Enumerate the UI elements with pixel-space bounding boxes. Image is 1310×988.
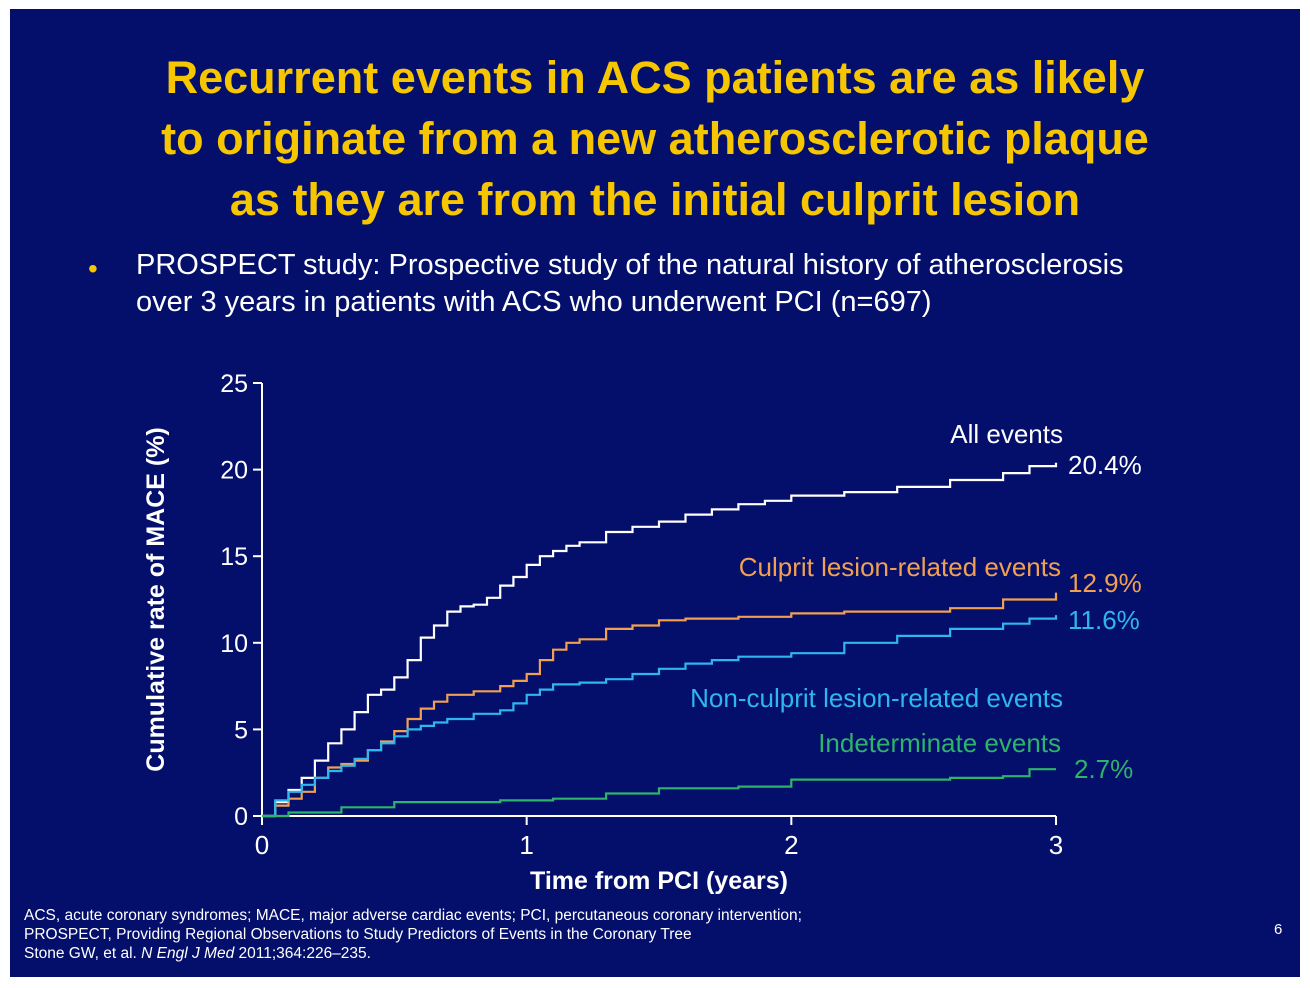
- non-culprit-label: Non-culprit lesion-related events: [690, 683, 1063, 713]
- x-tick-label: 0: [255, 830, 269, 860]
- y-tick-label: 25: [220, 370, 248, 398]
- footnote-line-1: ACS, acute coronary syndromes; MACE, maj…: [24, 907, 802, 924]
- mace-chart: 0 5 10 15 20 25 0 1 2 3 Time from PCI (years) Cumul…: [142, 370, 1142, 895]
- indeterminate-value: 2.7%: [1074, 754, 1133, 784]
- all-events-line: [262, 462, 1058, 818]
- all-events-label: All events: [950, 419, 1063, 449]
- slide-title: Recurrent events in ACS patients are as …: [50, 47, 1260, 230]
- bullet-text: PROSPECT study: Prospective study of the…: [136, 247, 1256, 321]
- title-line-1: Recurrent events in ACS patients are as …: [165, 52, 1145, 103]
- x-axis-title: Time from PCI (years): [530, 867, 788, 895]
- bullet-marker: •: [88, 253, 98, 284]
- y-tick-label: 20: [220, 457, 248, 485]
- citation-details: 2011;364:226–235.: [234, 945, 371, 962]
- culprit-value: 12.9%: [1068, 568, 1142, 598]
- page-number: 6: [1274, 921, 1283, 938]
- x-tick-label: 1: [519, 830, 533, 860]
- y-axis-title: Cumulative rate of MACE (%): [142, 427, 170, 771]
- non-culprit-value: 11.6%: [1068, 605, 1140, 635]
- culprit-line: [262, 592, 1058, 818]
- indeterminate-line: [262, 768, 1056, 818]
- footnote-line-3: Stone GW, et al. N Engl J Med 2011;364:2…: [24, 944, 802, 963]
- title-line-2: to originate from a new atherosclerotic …: [161, 113, 1149, 164]
- y-tick-label: 10: [220, 630, 248, 658]
- footnote: ACS, acute coronary syndromes; MACE, maj…: [24, 906, 802, 963]
- culprit-label: Culprit lesion-related events: [739, 552, 1061, 582]
- footnote-line-2: PROSPECT, Providing Regional Observation…: [24, 926, 692, 943]
- bullet-line-2: over 3 years in patients with ACS who un…: [136, 286, 932, 318]
- indeterminate-label: Indeterminate events: [818, 728, 1061, 758]
- y-tick-label: 15: [220, 543, 248, 571]
- title-line-3: as they are from the initial culprit les…: [229, 174, 1081, 225]
- x-tick-label: 3: [1049, 830, 1063, 860]
- non-culprit-line: [262, 615, 1058, 818]
- all-events-value: 20.4%: [1068, 450, 1142, 480]
- citation-journal: N Engl J Med: [141, 945, 235, 962]
- slide: Recurrent events in ACS patients are as …: [10, 9, 1300, 977]
- bullet-line-1: PROSPECT study: Prospective study of the…: [136, 249, 1124, 281]
- citation-authors: Stone GW, et al.: [24, 945, 142, 962]
- y-tick-label: 0: [234, 803, 248, 831]
- y-tick-label: 5: [234, 716, 248, 744]
- x-tick-label: 2: [784, 830, 798, 860]
